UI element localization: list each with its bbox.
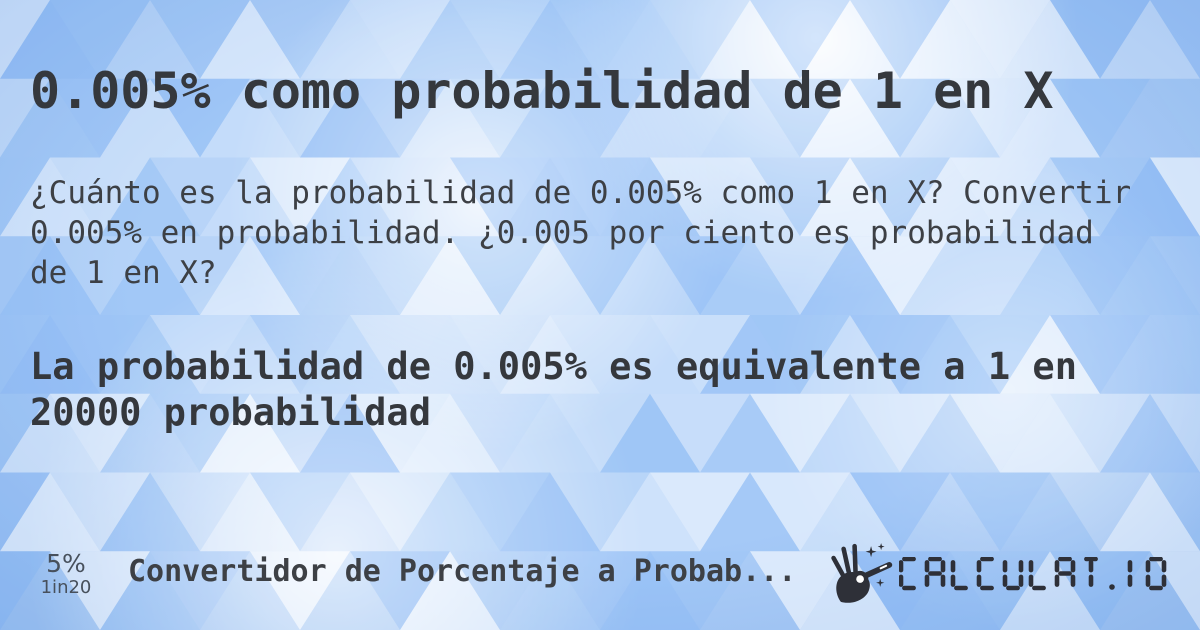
footer: 5% 1in20 Convertidor de Porcentaje a Pro… <box>30 538 1172 610</box>
answer-line: 20000 probabilidad <box>30 391 431 434</box>
magic-wand-hand-icon <box>831 542 893 603</box>
answer-line: La probabilidad de 0.005% es equivalente… <box>30 345 1077 388</box>
brand-wordmark <box>899 557 1167 591</box>
calculatio-logo[interactable] <box>829 541 1172 608</box>
description: ¿Cuánto es la probabilidad de 0.005% com… <box>30 173 1180 293</box>
description-line: de 1 en X? <box>30 255 217 291</box>
tool-name: Convertidor de Porcentaje a Probab... <box>128 553 797 589</box>
description-line: ¿Cuánto es la probabilidad de 0.005% com… <box>30 175 1132 211</box>
odds-value: 1in20 <box>40 577 92 598</box>
percent-value: 5% <box>46 549 86 578</box>
answer-text: La probabilidad de 0.005% es equivalente… <box>30 344 1180 436</box>
description-line: 0.005% en probabilidad. ¿0.005 por cient… <box>30 215 1094 251</box>
conversion-stats: 5% 1in20 <box>30 550 102 598</box>
page-title: 0.005% como probabilidad de 1 en X <box>30 61 1054 120</box>
